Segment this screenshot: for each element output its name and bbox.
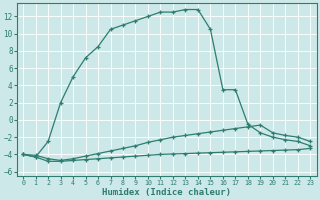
X-axis label: Humidex (Indice chaleur): Humidex (Indice chaleur) bbox=[102, 188, 231, 197]
